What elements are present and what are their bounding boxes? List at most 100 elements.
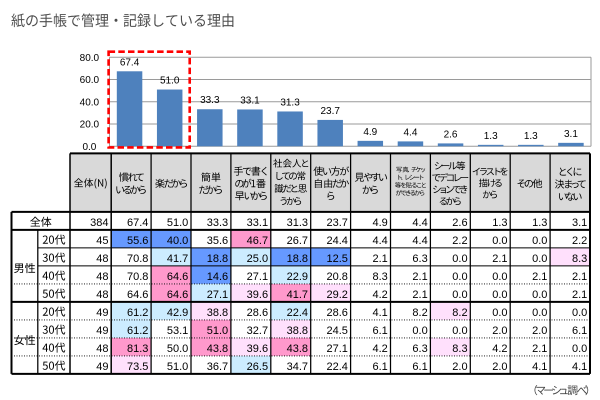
svg-text:43.8: 43.8 [207,343,228,355]
svg-text:49: 49 [96,361,108,373]
svg-text:1.3: 1.3 [524,131,538,142]
svg-text:33.3: 33.3 [207,217,228,229]
svg-text:4.2: 4.2 [373,343,388,355]
svg-text:20.8: 20.8 [326,271,347,283]
svg-text:60.0: 60.0 [80,75,100,86]
svg-text:2.1: 2.1 [572,271,587,283]
svg-text:4.1: 4.1 [373,307,388,319]
svg-text:0.0: 0.0 [412,325,427,337]
svg-text:2.1: 2.1 [532,271,547,283]
svg-text:29.2: 29.2 [326,289,347,301]
svg-text:0.0: 0.0 [82,142,96,153]
svg-text:41.7: 41.7 [287,289,308,301]
svg-text:0.0: 0.0 [452,253,467,265]
svg-text:61.2: 61.2 [127,307,148,319]
svg-text:4.4: 4.4 [412,217,427,229]
svg-text:8.2: 8.2 [412,307,427,319]
svg-text:22.4: 22.4 [326,361,347,373]
svg-text:2.0: 2.0 [492,325,507,337]
svg-text:73.5: 73.5 [127,361,148,373]
svg-text:32.7: 32.7 [247,325,268,337]
svg-text:6.1: 6.1 [373,361,388,373]
svg-text:2.2: 2.2 [452,235,467,247]
svg-text:6.3: 6.3 [412,343,427,355]
svg-text:41.7: 41.7 [167,253,188,265]
svg-text:0.0: 0.0 [452,271,467,283]
svg-text:8.3: 8.3 [572,253,587,265]
svg-text:28.6: 28.6 [326,307,347,319]
svg-text:67.4: 67.4 [127,217,148,229]
svg-text:4.9: 4.9 [363,127,377,138]
svg-text:51.0: 51.0 [207,325,228,337]
svg-text:1.3: 1.3 [492,217,507,229]
svg-text:24.5: 24.5 [326,325,347,337]
svg-text:6.1: 6.1 [412,361,427,373]
svg-text:23.7: 23.7 [326,217,347,229]
svg-text:2.0: 2.0 [492,361,507,373]
svg-text:39.6: 39.6 [247,343,268,355]
svg-text:0.0: 0.0 [572,307,587,319]
svg-text:4.2: 4.2 [492,343,507,355]
svg-text:12.5: 12.5 [326,253,347,265]
svg-text:25.0: 25.0 [247,253,268,265]
svg-text:2.1: 2.1 [412,271,427,283]
svg-text:14.6: 14.6 [207,271,228,283]
svg-text:51.0: 51.0 [167,217,188,229]
svg-text:38.8: 38.8 [207,307,228,319]
svg-text:26.5: 26.5 [247,361,268,373]
svg-text:20.0: 20.0 [80,120,100,131]
svg-text:64.6: 64.6 [167,289,188,301]
svg-text:38.8: 38.8 [287,325,308,337]
svg-text:3.1: 3.1 [564,129,578,140]
svg-text:18.8: 18.8 [207,253,228,265]
svg-text:27.1: 27.1 [207,289,228,301]
svg-text:0.0: 0.0 [532,289,547,301]
svg-text:34.7: 34.7 [287,361,308,373]
svg-text:31.3: 31.3 [280,97,300,108]
svg-text:31.3: 31.3 [287,217,308,229]
svg-text:64.6: 64.6 [127,289,148,301]
svg-text:0.0: 0.0 [532,235,547,247]
svg-text:48: 48 [96,271,108,283]
svg-text:2.6: 2.6 [444,129,458,140]
svg-text:22.9: 22.9 [287,271,308,283]
svg-text:22.4: 22.4 [287,307,308,319]
svg-text:36.7: 36.7 [207,361,228,373]
svg-text:33.3: 33.3 [200,95,220,106]
svg-text:6.1: 6.1 [572,325,587,337]
svg-text:70.8: 70.8 [127,253,148,265]
svg-text:33.1: 33.1 [240,95,260,106]
svg-text:40.0: 40.0 [80,97,100,108]
svg-text:18.8: 18.8 [287,253,308,265]
svg-text:8.3: 8.3 [452,343,467,355]
svg-text:4.1: 4.1 [532,361,547,373]
svg-text:1.3: 1.3 [484,131,498,142]
svg-text:39.6: 39.6 [247,289,268,301]
svg-text:49: 49 [96,307,108,319]
svg-text:81.3: 81.3 [127,343,148,355]
svg-text:27.1: 27.1 [326,343,347,355]
svg-text:384: 384 [90,217,108,229]
svg-text:2.6: 2.6 [452,217,467,229]
svg-text:4.4: 4.4 [403,127,417,138]
svg-text:0.0: 0.0 [452,325,467,337]
svg-text:26.7: 26.7 [287,235,308,247]
svg-text:24.4: 24.4 [326,235,347,247]
svg-text:0.0: 0.0 [492,271,507,283]
svg-text:51.0: 51.0 [160,76,180,87]
svg-text:70.8: 70.8 [127,271,148,283]
svg-text:33.1: 33.1 [247,217,268,229]
svg-text:0.0: 0.0 [492,235,507,247]
svg-text:55.6: 55.6 [127,235,148,247]
svg-text:4.2: 4.2 [373,289,388,301]
svg-text:6.1: 6.1 [373,325,388,337]
svg-text:3.1: 3.1 [572,217,587,229]
svg-text:53.1: 53.1 [167,325,188,337]
svg-text:2.1: 2.1 [412,289,427,301]
svg-text:49: 49 [96,325,108,337]
svg-text:2.2: 2.2 [572,235,587,247]
svg-text:6.3: 6.3 [412,253,427,265]
svg-text:23.7: 23.7 [320,106,340,117]
svg-text:43.8: 43.8 [287,343,308,355]
svg-text:2.0: 2.0 [532,325,547,337]
